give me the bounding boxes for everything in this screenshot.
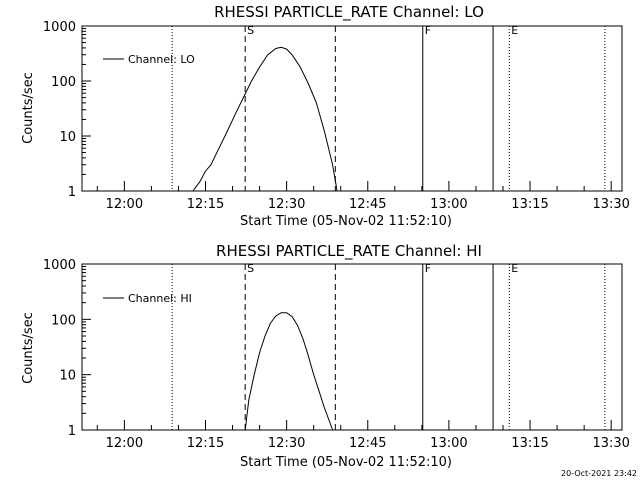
legend: Channel: HI (103, 292, 192, 305)
marker-label: S (247, 262, 254, 275)
marker-label: F (425, 262, 431, 275)
chart-title: RHESSI PARTICLE_RATE Channel: HI (216, 242, 482, 261)
x-tick-label: 13:15 (511, 436, 548, 451)
marker-label: E (511, 24, 518, 37)
x-tick-label: 12:30 (268, 436, 305, 451)
y-tick-label: 10 (59, 369, 76, 384)
y-tick-label: 1000 (43, 20, 76, 35)
x-axis-label: Start Time (05-Nov-02 11:52:10) (240, 214, 452, 229)
panel-lo: RHESSI PARTICLE_RATE Channel: LO S F E 1 10… (21, 3, 630, 229)
series-line-lo (192, 46, 338, 192)
legend-label: Channel: HI (128, 292, 192, 305)
x-tick-label: 12:45 (349, 197, 386, 212)
x-tick-label: 13:15 (511, 197, 548, 212)
x-tick-label: 13:00 (430, 197, 467, 212)
marker-label: E (511, 262, 518, 275)
y-tick-label: 1 (68, 185, 76, 200)
panel-hi: RHESSI PARTICLE_RATE Channel: HI S F E 1 10… (21, 242, 630, 470)
x-tick-label: 13:00 (430, 436, 467, 451)
y-tick-label: 100 (51, 313, 76, 328)
series-line-hi (244, 312, 334, 431)
x-tick-label: 12:00 (106, 197, 143, 212)
marker-label: S (247, 24, 254, 37)
x-tick-label: 12:00 (106, 436, 143, 451)
plot-frame (81, 263, 623, 431)
y-tick-label: 10 (59, 130, 76, 145)
x-tick-label: 13:30 (592, 436, 629, 451)
plot-frame (81, 25, 623, 192)
legend: Channel: LO (103, 53, 195, 66)
x-tick-label: 12:45 (349, 436, 386, 451)
x-tick-label: 12:15 (187, 197, 224, 212)
y-axis-label: Counts/sec (21, 72, 36, 144)
x-tick-label: 13:30 (592, 197, 629, 212)
x-tick-label: 12:15 (187, 436, 224, 451)
y-tick-label: 1 (68, 424, 76, 439)
y-tick-label: 1000 (43, 258, 76, 273)
x-axis-label: Start Time (05-Nov-02 11:52:10) (240, 455, 452, 470)
y-tick-label: 100 (51, 75, 76, 90)
marker-label: F (425, 24, 431, 37)
timestamp: 20-Oct-2021 23:42 (561, 469, 637, 478)
legend-label: Channel: LO (128, 53, 195, 66)
x-tick-label: 12:30 (268, 197, 305, 212)
chart-title: RHESSI PARTICLE_RATE Channel: LO (214, 3, 484, 22)
y-axis-label: Counts/sec (21, 312, 36, 384)
